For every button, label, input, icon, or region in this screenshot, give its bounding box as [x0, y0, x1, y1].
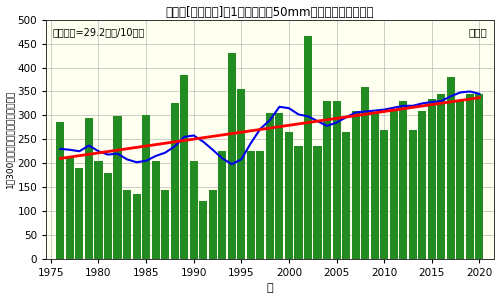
Bar	[104, 173, 112, 259]
Bar	[152, 161, 160, 259]
Bar	[123, 190, 131, 259]
Bar	[180, 75, 188, 259]
Bar	[438, 94, 446, 259]
Bar	[352, 111, 360, 259]
Bar	[428, 99, 436, 259]
Bar	[418, 111, 426, 259]
Bar	[218, 151, 226, 259]
Bar	[390, 111, 398, 259]
Bar	[190, 161, 198, 259]
Title: 全国　[アメダス]　1時間降水量50mm以上の年間発生回数: 全国 [アメダス] 1時間降水量50mm以上の年間発生回数	[166, 6, 374, 19]
Bar	[370, 113, 378, 259]
Bar	[256, 151, 264, 259]
Bar	[161, 190, 169, 259]
Bar	[380, 130, 388, 259]
Bar	[399, 101, 407, 259]
Bar	[332, 101, 340, 259]
Bar	[199, 202, 207, 259]
Bar	[361, 87, 369, 259]
Bar	[238, 89, 246, 259]
Bar	[66, 158, 74, 259]
Bar	[247, 151, 255, 259]
Bar	[114, 116, 122, 259]
Text: トレンド=29.2（回/10年）: トレンド=29.2（回/10年）	[53, 27, 145, 37]
Bar	[285, 132, 293, 259]
Bar	[276, 113, 283, 259]
Bar	[94, 161, 102, 259]
Bar	[342, 132, 350, 259]
Bar	[266, 113, 274, 259]
Text: 気象庁: 気象庁	[468, 27, 487, 37]
Bar	[314, 147, 322, 259]
Bar	[208, 190, 217, 259]
Bar	[132, 194, 140, 259]
Bar	[142, 115, 150, 259]
Bar	[456, 101, 464, 259]
Bar	[228, 53, 236, 259]
Bar	[294, 147, 302, 259]
Bar	[476, 94, 484, 259]
Bar	[466, 94, 474, 259]
Bar	[56, 122, 64, 259]
Bar	[447, 77, 455, 259]
Bar	[76, 168, 84, 259]
Bar	[85, 118, 93, 259]
Bar	[170, 103, 178, 259]
Bar	[408, 130, 417, 259]
X-axis label: 年: 年	[266, 283, 273, 293]
Y-axis label: 1，300地点あたりの発生回数（回）: 1，300地点あたりの発生回数（回）	[6, 90, 15, 188]
Bar	[304, 36, 312, 259]
Bar	[323, 101, 331, 259]
